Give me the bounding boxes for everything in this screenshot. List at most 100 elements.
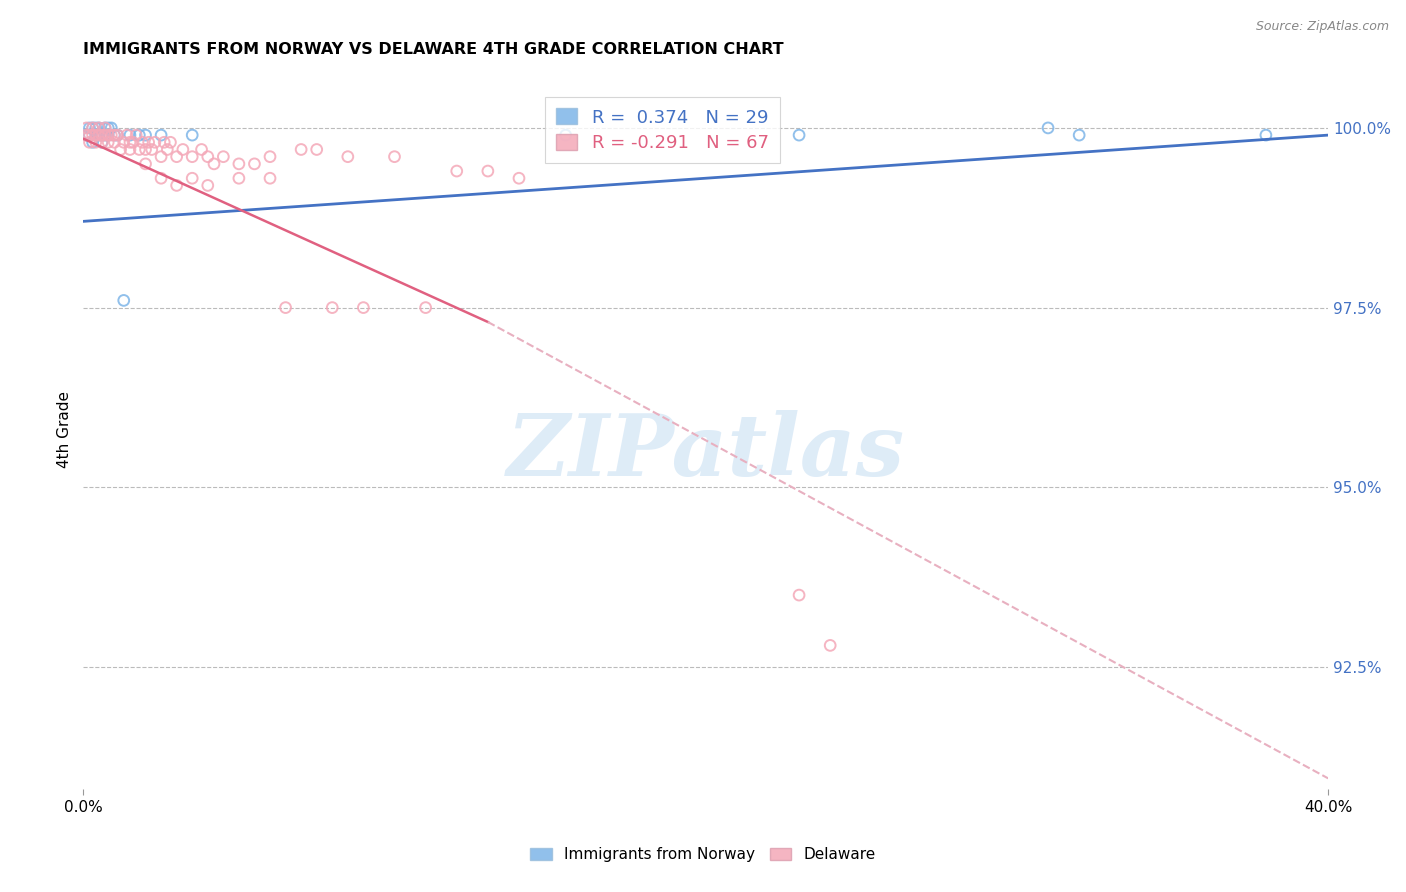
Point xyxy=(787,128,810,142)
Point xyxy=(112,136,135,150)
Point xyxy=(259,150,281,164)
Point xyxy=(197,178,219,193)
Point xyxy=(94,120,117,135)
Point xyxy=(1254,128,1277,142)
Point xyxy=(103,136,125,150)
Point xyxy=(415,301,437,315)
Point xyxy=(79,128,101,142)
Point xyxy=(181,150,204,164)
Point xyxy=(131,136,153,150)
Point xyxy=(166,150,188,164)
Point xyxy=(336,150,359,164)
Point xyxy=(150,171,173,186)
Point xyxy=(115,128,138,142)
Point xyxy=(228,157,250,171)
Point xyxy=(150,150,173,164)
Point xyxy=(135,157,157,171)
Point xyxy=(122,136,145,150)
Point xyxy=(82,120,104,135)
Point xyxy=(112,293,135,308)
Point xyxy=(97,128,120,142)
Point xyxy=(75,128,97,142)
Point xyxy=(508,171,530,186)
Point xyxy=(352,301,374,315)
Point xyxy=(212,150,235,164)
Legend: R =  0.374   N = 29, R = -0.291   N = 67: R = 0.374 N = 29, R = -0.291 N = 67 xyxy=(544,97,779,163)
Point xyxy=(290,143,312,157)
Point xyxy=(818,639,841,653)
Point xyxy=(75,128,97,142)
Y-axis label: 4th Grade: 4th Grade xyxy=(58,392,72,468)
Point xyxy=(100,120,122,135)
Point xyxy=(228,171,250,186)
Point xyxy=(118,143,141,157)
Point xyxy=(202,157,225,171)
Point xyxy=(787,588,810,602)
Point xyxy=(243,157,266,171)
Point xyxy=(305,143,328,157)
Point xyxy=(477,164,499,178)
Point xyxy=(172,143,194,157)
Point xyxy=(153,136,176,150)
Point xyxy=(554,128,576,142)
Point xyxy=(82,128,104,142)
Point xyxy=(384,150,406,164)
Point xyxy=(118,136,141,150)
Point xyxy=(94,120,117,135)
Point xyxy=(79,120,101,135)
Point xyxy=(97,120,120,135)
Point xyxy=(75,120,97,135)
Point xyxy=(94,128,117,142)
Point xyxy=(150,128,173,142)
Point xyxy=(1036,120,1059,135)
Point xyxy=(87,128,110,142)
Point xyxy=(91,128,114,142)
Point xyxy=(100,128,122,142)
Point xyxy=(143,136,166,150)
Point xyxy=(79,128,101,142)
Point xyxy=(181,128,204,142)
Point xyxy=(97,136,120,150)
Point xyxy=(84,128,107,142)
Point xyxy=(84,128,107,142)
Point xyxy=(197,150,219,164)
Point xyxy=(107,128,129,142)
Point xyxy=(87,120,110,135)
Point xyxy=(181,171,204,186)
Point xyxy=(159,136,181,150)
Point xyxy=(97,128,120,142)
Point xyxy=(103,128,125,142)
Point xyxy=(84,136,107,150)
Point xyxy=(128,128,150,142)
Point xyxy=(107,128,129,142)
Point xyxy=(84,120,107,135)
Point xyxy=(141,143,163,157)
Point xyxy=(125,128,148,142)
Point xyxy=(128,143,150,157)
Point xyxy=(190,143,212,157)
Text: ZIPatlas: ZIPatlas xyxy=(506,409,905,493)
Point xyxy=(87,128,110,142)
Text: IMMIGRANTS FROM NORWAY VS DELAWARE 4TH GRADE CORRELATION CHART: IMMIGRANTS FROM NORWAY VS DELAWARE 4TH G… xyxy=(83,42,785,57)
Point xyxy=(259,171,281,186)
Legend: Immigrants from Norway, Delaware: Immigrants from Norway, Delaware xyxy=(524,841,882,868)
Point xyxy=(156,143,179,157)
Text: Source: ZipAtlas.com: Source: ZipAtlas.com xyxy=(1256,20,1389,33)
Point xyxy=(321,301,343,315)
Point xyxy=(79,136,101,150)
Point xyxy=(91,136,114,150)
Point xyxy=(138,136,160,150)
Point xyxy=(103,128,125,142)
Point xyxy=(118,128,141,142)
Point xyxy=(82,136,104,150)
Point xyxy=(274,301,297,315)
Point xyxy=(82,120,104,135)
Point xyxy=(91,136,114,150)
Point xyxy=(94,128,117,142)
Point xyxy=(110,143,132,157)
Point xyxy=(91,128,114,142)
Point xyxy=(1069,128,1091,142)
Point xyxy=(135,143,157,157)
Point xyxy=(166,178,188,193)
Point xyxy=(87,120,110,135)
